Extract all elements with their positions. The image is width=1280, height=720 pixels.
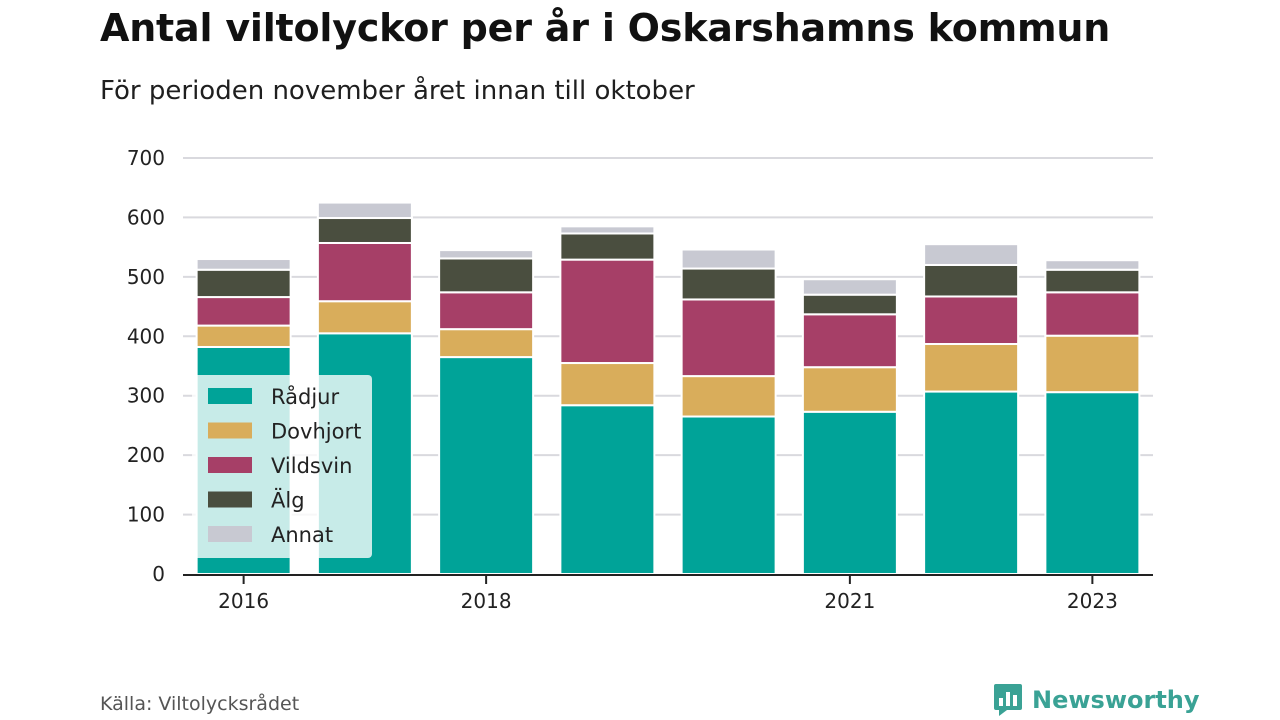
y-tick-label: 300 xyxy=(127,384,165,408)
bar-segment xyxy=(1044,259,1141,271)
bar-segment xyxy=(195,258,292,271)
bar-segment xyxy=(195,324,292,348)
bar-segment xyxy=(316,201,413,220)
legend-swatch xyxy=(208,526,252,542)
chart-title: Antal viltolyckor per år i Oskarshamns k… xyxy=(100,6,1111,50)
bar-segment xyxy=(438,328,535,359)
y-tick-label: 700 xyxy=(127,146,165,170)
y-tick-label: 500 xyxy=(127,265,165,289)
bar-segment xyxy=(680,267,777,301)
bar-segment xyxy=(1044,334,1141,394)
bar-segment xyxy=(923,295,1020,346)
y-tick-label: 400 xyxy=(127,324,165,348)
bar-segment xyxy=(559,404,656,576)
bar-segment xyxy=(559,225,656,235)
bar-segment xyxy=(316,300,413,335)
bar-segment xyxy=(923,263,1020,298)
bar-segment xyxy=(801,410,898,576)
x-axis-ticks: 2016 2018 2021 2023 xyxy=(218,575,1118,613)
legend-label: Annat xyxy=(271,523,333,547)
chart-subtitle: För perioden november året innan till ok… xyxy=(100,76,695,106)
bar-segment xyxy=(923,390,1020,575)
bar-segment xyxy=(559,362,656,407)
bar-segment xyxy=(195,296,292,327)
x-tick-label: 2018 xyxy=(461,589,512,613)
y-tick-label: 200 xyxy=(127,443,165,467)
bar-segment xyxy=(438,249,535,260)
y-tick-label: 600 xyxy=(127,205,165,229)
bar-segment xyxy=(1044,391,1141,575)
legend-label: Dovhjort xyxy=(271,420,361,444)
bar-segment xyxy=(680,415,777,575)
legend-label: Vildsvin xyxy=(271,454,352,478)
bar-segment xyxy=(923,343,1020,393)
bar-segment xyxy=(680,298,777,378)
legend-box xyxy=(192,375,372,558)
bar-segment xyxy=(438,291,535,331)
bar-segment xyxy=(801,293,898,316)
bar-segment xyxy=(559,258,656,365)
x-tick-label: 2023 xyxy=(1067,589,1118,613)
bar-segment xyxy=(1044,268,1141,294)
brand-logo: Newsworthy xyxy=(993,683,1200,717)
bar-segment xyxy=(316,241,413,303)
source-note: Källa: Viltolycksrådet xyxy=(100,693,300,715)
legend-swatch xyxy=(208,422,252,439)
bar-segment xyxy=(559,232,656,261)
bar-segment xyxy=(923,243,1020,266)
x-tick-label: 2016 xyxy=(218,589,269,613)
bar-segment xyxy=(801,313,898,369)
legend-swatch xyxy=(208,491,252,508)
bar-segment xyxy=(438,257,535,294)
bar-segment xyxy=(680,248,777,270)
bar-segment xyxy=(801,366,898,413)
bar-segment xyxy=(680,375,777,418)
legend-swatch xyxy=(208,388,252,404)
legend: Rådjur Dovhjort Vildsvin Älg Annat xyxy=(192,375,372,558)
y-tick-label: 0 xyxy=(152,562,165,586)
bar-segment xyxy=(316,217,413,244)
newsworthy-logo-icon xyxy=(994,684,1022,716)
y-tick-label: 100 xyxy=(127,503,165,527)
bar-segment xyxy=(195,268,292,299)
x-tick-label: 2021 xyxy=(824,589,875,613)
bar-segment xyxy=(1044,291,1141,337)
brand-name: Newsworthy xyxy=(1032,686,1200,714)
bar-segment xyxy=(438,356,535,576)
legend-label: Älg xyxy=(271,488,305,513)
legend-swatch xyxy=(208,457,252,473)
bar-segment xyxy=(801,278,898,296)
y-axis-ticks: 0 100 200 300 400 500 600 700 xyxy=(127,146,165,586)
legend-label: Rådjur xyxy=(271,384,339,409)
